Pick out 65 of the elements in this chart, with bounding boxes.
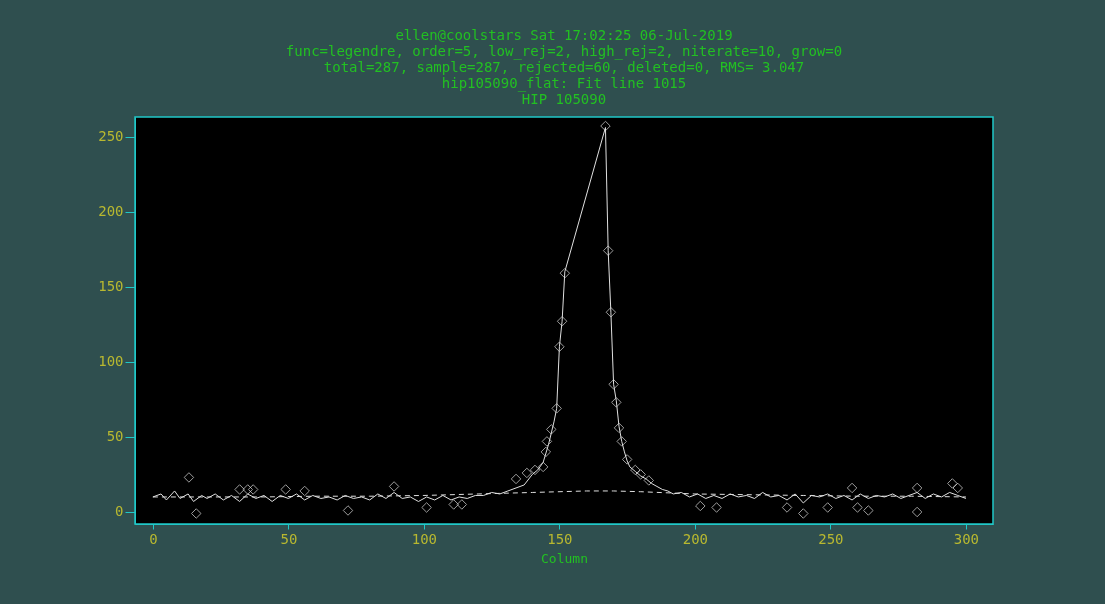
point <box>521 467 533 479</box>
point <box>299 485 310 497</box>
point <box>388 481 400 492</box>
point <box>822 502 833 513</box>
point <box>448 499 459 510</box>
point <box>234 484 245 495</box>
point <box>554 341 565 353</box>
point <box>602 245 614 256</box>
text: hip105090_flat: Fit line 1015 <box>441 75 687 92</box>
point <box>947 478 958 489</box>
text: func=legendre, order=5, low_rej=2, high_rej=2, niterate=10, grow=0 <box>285 43 843 60</box>
y-tick-label: 150 <box>98 278 124 295</box>
point <box>510 473 522 485</box>
point <box>621 454 633 465</box>
point <box>711 502 722 513</box>
point <box>537 461 549 473</box>
point <box>183 472 195 483</box>
chart-title: HIP 105090 <box>521 91 607 107</box>
point <box>551 403 562 414</box>
point <box>280 484 291 495</box>
x-tick-label: 0 <box>149 530 158 547</box>
text: total=287, sample=287, rejected=60, deleted=0, RMS= 3.047 <box>323 59 805 75</box>
point <box>846 482 858 494</box>
point <box>613 422 625 434</box>
point <box>600 120 611 132</box>
y-tick-label: 100 <box>98 353 124 370</box>
point <box>191 508 202 519</box>
point <box>529 464 541 476</box>
y-tick-label: 250 <box>98 128 124 145</box>
point <box>630 464 641 476</box>
x-tick-label: 300 <box>953 530 980 547</box>
point <box>546 424 557 435</box>
point <box>556 316 568 327</box>
point <box>643 475 655 486</box>
point <box>911 506 923 518</box>
point <box>616 436 627 447</box>
point <box>852 502 863 513</box>
y-tick-label: 0 <box>115 503 124 520</box>
x-tick-label: 50 <box>280 530 298 547</box>
point <box>911 482 923 494</box>
point <box>781 502 793 513</box>
point <box>635 469 646 480</box>
point <box>456 499 468 510</box>
point <box>559 267 571 279</box>
y-tick-label: 50 <box>106 428 124 445</box>
point <box>541 436 553 447</box>
point <box>421 502 432 513</box>
point <box>540 446 552 458</box>
point <box>247 484 259 495</box>
x-tick-label: 100 <box>411 530 438 547</box>
point <box>798 508 809 519</box>
point <box>342 505 354 516</box>
x-tick-label: 150 <box>547 530 573 547</box>
text: ellen@coolstars Sat 17:02:25 06-Jul-2019 <box>395 27 733 43</box>
point <box>611 397 622 408</box>
point <box>242 484 253 495</box>
x-tick-label: 250 <box>818 530 844 547</box>
point <box>695 500 706 512</box>
x-tick-label: 200 <box>682 530 709 547</box>
y-tick-label: 200 <box>98 203 124 220</box>
point <box>605 307 617 318</box>
point <box>863 505 874 516</box>
x-axis-title: Column <box>541 550 588 566</box>
point <box>608 379 619 390</box>
point <box>952 482 964 494</box>
